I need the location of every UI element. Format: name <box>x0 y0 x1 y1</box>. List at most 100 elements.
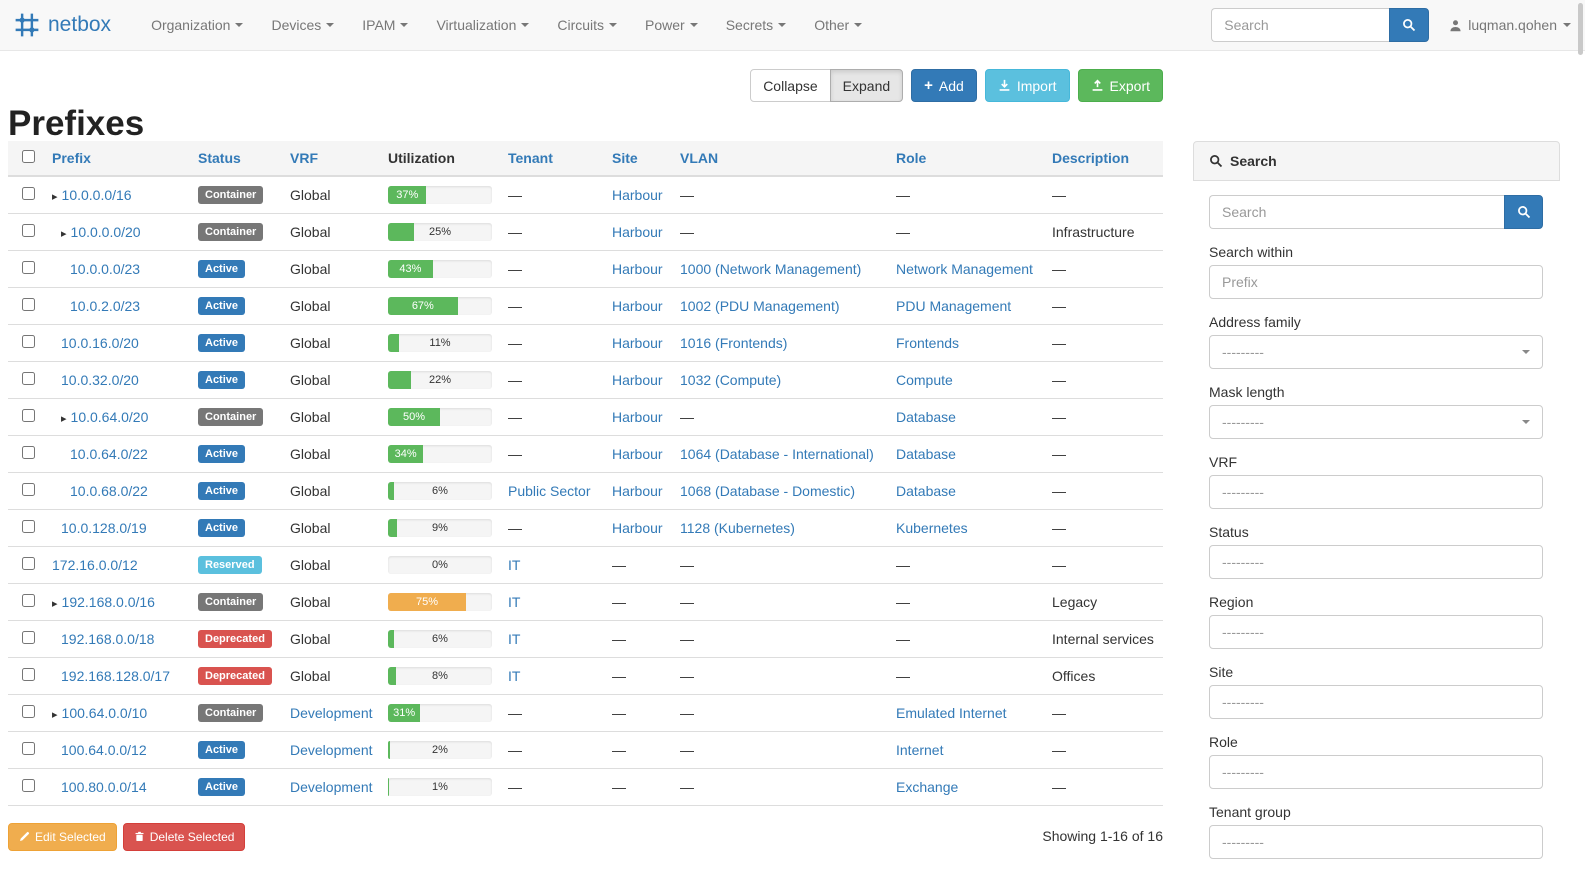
vlan-link[interactable]: 1000 (Network Management) <box>680 260 862 277</box>
prefix-link[interactable]: 10.0.0.0/16 <box>61 186 132 203</box>
export-button[interactable]: Export <box>1077 69 1163 102</box>
nav-item-secrets[interactable]: Secrets <box>712 0 800 51</box>
select-all-checkbox[interactable] <box>22 150 35 163</box>
prefix-link[interactable]: 10.0.2.0/23 <box>70 297 141 314</box>
navbar-search-input[interactable] <box>1211 8 1390 42</box>
tenant-link[interactable]: IT <box>508 630 521 647</box>
site-link[interactable]: Harbour <box>612 186 663 203</box>
expand-button[interactable]: Expand <box>829 69 904 102</box>
prefix-link[interactable]: 100.64.0.0/12 <box>61 741 147 758</box>
vlan-link[interactable]: 1064 (Database - International) <box>680 445 874 462</box>
role-link[interactable]: Kubernetes <box>896 519 968 536</box>
prefix-link[interactable]: 10.0.32.0/20 <box>61 371 139 388</box>
prefix-link[interactable]: 10.0.68.0/22 <box>70 482 148 499</box>
column-sort-link[interactable]: VLAN <box>680 150 719 166</box>
expand-toggle-icon[interactable]: ▸ <box>52 597 58 610</box>
site-link[interactable]: Harbour <box>612 334 663 351</box>
expand-toggle-icon[interactable]: ▸ <box>52 708 58 721</box>
prefix-link[interactable]: 10.0.128.0/19 <box>61 519 147 536</box>
prefix-link[interactable]: 10.0.16.0/20 <box>61 334 139 351</box>
filter-field-multiselect[interactable]: --------- <box>1209 755 1543 789</box>
tenant-link[interactable]: IT <box>508 667 521 684</box>
filter-field-multiselect[interactable]: --------- <box>1209 475 1543 509</box>
row-checkbox[interactable] <box>22 482 35 496</box>
row-checkbox[interactable] <box>22 223 35 237</box>
user-menu[interactable]: luqman.qohen <box>1449 17 1571 33</box>
column-sort-link[interactable]: Prefix <box>52 150 91 166</box>
row-checkbox[interactable] <box>22 667 35 681</box>
row-checkbox[interactable] <box>22 371 35 385</box>
filter-search-button[interactable] <box>1504 195 1543 229</box>
tenant-link[interactable]: Public Sector <box>508 482 591 499</box>
column-sort-link[interactable]: Status <box>198 150 241 166</box>
vlan-link[interactable]: 1016 (Frontends) <box>680 334 788 351</box>
vrf-link[interactable]: Development <box>290 704 373 721</box>
row-checkbox[interactable] <box>22 778 35 792</box>
navbar-search-button[interactable] <box>1389 8 1430 42</box>
import-button[interactable]: Import <box>984 69 1070 102</box>
row-checkbox[interactable] <box>22 630 35 644</box>
expand-toggle-icon[interactable]: ▸ <box>61 227 67 240</box>
row-checkbox[interactable] <box>22 334 35 348</box>
site-link[interactable]: Harbour <box>612 519 663 536</box>
nav-item-circuits[interactable]: Circuits <box>543 0 631 51</box>
nav-item-organization[interactable]: Organization <box>137 0 257 51</box>
tenant-link[interactable]: IT <box>508 556 521 573</box>
column-sort-link[interactable]: Description <box>1052 150 1130 166</box>
role-link[interactable]: Database <box>896 408 956 425</box>
site-link[interactable]: Harbour <box>612 260 663 277</box>
prefix-link[interactable]: 192.168.128.0/17 <box>61 667 170 684</box>
filter-field-multiselect[interactable]: --------- <box>1209 615 1543 649</box>
filter-field-multiselect[interactable]: --------- <box>1209 545 1543 579</box>
prefix-link[interactable]: 10.0.0.0/20 <box>70 223 141 240</box>
prefix-link[interactable]: 100.64.0.0/10 <box>61 704 148 721</box>
site-link[interactable]: Harbour <box>612 297 663 314</box>
netbox-brand[interactable]: netbox <box>14 12 111 38</box>
column-sort-link[interactable]: Role <box>896 150 927 166</box>
row-checkbox[interactable] <box>22 593 35 607</box>
role-link[interactable]: Database <box>896 445 956 462</box>
prefix-link[interactable]: 100.80.0.0/14 <box>61 778 147 795</box>
site-link[interactable]: Harbour <box>612 408 663 425</box>
role-link[interactable]: Emulated Internet <box>896 704 1007 721</box>
delete-selected-button[interactable]: Delete Selected <box>122 822 246 851</box>
row-checkbox[interactable] <box>22 445 35 459</box>
filter-search-input[interactable] <box>1209 195 1504 229</box>
prefix-link[interactable]: 10.0.0.0/23 <box>70 260 141 277</box>
column-sort-link[interactable]: Site <box>612 150 638 166</box>
vlan-link[interactable]: 1128 (Kubernetes) <box>680 519 795 536</box>
role-link[interactable]: Database <box>896 482 956 499</box>
role-link[interactable]: Compute <box>896 371 953 388</box>
edit-selected-button[interactable]: Edit Selected <box>8 822 117 851</box>
scrollbar[interactable] <box>1578 3 1583 55</box>
role-link[interactable]: Frontends <box>896 334 960 351</box>
role-link[interactable]: Exchange <box>896 778 959 795</box>
prefix-link[interactable]: 10.0.64.0/22 <box>70 445 148 462</box>
column-sort-link[interactable]: Tenant <box>508 150 553 166</box>
filter-field-multiselect[interactable]: --------- <box>1209 685 1543 719</box>
row-checkbox[interactable] <box>22 297 35 311</box>
vlan-link[interactable]: 1032 (Compute) <box>680 371 782 388</box>
row-checkbox[interactable] <box>22 519 35 533</box>
prefix-link[interactable]: 10.0.64.0/20 <box>70 408 149 425</box>
vlan-link[interactable]: 1002 (PDU Management) <box>680 297 840 314</box>
expand-toggle-icon[interactable]: ▸ <box>61 412 67 425</box>
role-link[interactable]: PDU Management <box>896 297 1012 314</box>
vrf-link[interactable]: Development <box>290 741 373 758</box>
row-checkbox[interactable] <box>22 704 35 718</box>
role-link[interactable]: Internet <box>896 741 944 758</box>
collapse-button[interactable]: Collapse <box>750 69 831 102</box>
column-sort-link[interactable]: VRF <box>290 150 318 166</box>
filter-field-select[interactable]: --------- <box>1209 405 1543 439</box>
prefix-link[interactable]: 172.16.0.0/12 <box>52 556 138 573</box>
filter-field-select[interactable]: --------- <box>1209 335 1543 369</box>
filter-field-multiselect[interactable]: --------- <box>1209 825 1543 859</box>
site-link[interactable]: Harbour <box>612 371 663 388</box>
vlan-link[interactable]: 1068 (Database - Domestic) <box>680 482 856 499</box>
filter-field-input[interactable] <box>1209 265 1543 299</box>
row-checkbox[interactable] <box>22 260 35 274</box>
prefix-link[interactable]: 192.168.0.0/16 <box>61 593 155 610</box>
nav-item-ipam[interactable]: IPAM <box>348 0 422 51</box>
nav-item-virtualization[interactable]: Virtualization <box>422 0 543 51</box>
nav-item-power[interactable]: Power <box>631 0 712 51</box>
